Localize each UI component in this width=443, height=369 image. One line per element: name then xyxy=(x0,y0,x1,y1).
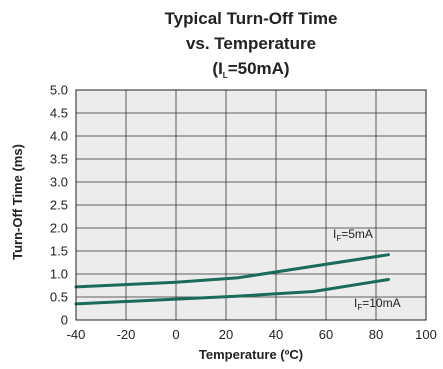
series-label-if-5ma: IF=5mA xyxy=(333,227,373,243)
y-tick-label: 2.5 xyxy=(50,198,68,213)
y-tick-label: 4.5 xyxy=(50,106,68,121)
x-tick-label: 0 xyxy=(172,327,179,342)
chart-title-line-2: vs. Temperature xyxy=(186,34,316,53)
x-axis-label: Temperature (ºC) xyxy=(199,347,303,362)
y-axis-label: Turn-Off Time (ms) xyxy=(10,144,25,260)
x-tick-label: 40 xyxy=(269,327,283,342)
y-tick-label: 0 xyxy=(61,313,68,328)
x-tick-label: -40 xyxy=(67,327,86,342)
series-label-if-10ma: IF=10mA xyxy=(354,296,401,312)
x-tick-label: 20 xyxy=(219,327,233,342)
y-tick-label: 5.0 xyxy=(50,83,68,98)
x-axis-ticks: -40 -20 0 20 40 60 80 100 xyxy=(67,327,437,342)
series-line-if-10ma xyxy=(74,278,390,306)
y-tick-label: 3.5 xyxy=(50,152,68,167)
x-tick-label: 60 xyxy=(319,327,333,342)
y-axis-ticks: 0 0.5 1.0 1.5 2.0 2.5 3.0 3.5 4.0 4.5 5.0 xyxy=(50,83,68,328)
y-tick-label: 3.0 xyxy=(50,175,68,190)
series-line-if-5ma xyxy=(74,253,390,289)
y-tick-label: 1.5 xyxy=(50,244,68,259)
chart-title-line-1: Typical Turn-Off Time xyxy=(165,9,338,28)
condition-subscript: L xyxy=(223,71,228,80)
y-tick-label: 0.5 xyxy=(50,290,68,305)
x-tick-label: 100 xyxy=(415,327,437,342)
x-tick-label: -20 xyxy=(117,327,136,342)
plot-frame xyxy=(75,89,427,321)
y-tick-label: 1.0 xyxy=(50,267,68,282)
chart-condition: (IL=50mA) xyxy=(212,59,289,80)
condition-prefix: (I xyxy=(212,59,222,78)
condition-suffix: =50mA) xyxy=(228,59,290,78)
y-tick-label: 4.0 xyxy=(50,129,68,144)
series-lines xyxy=(74,253,390,306)
x-tick-label: 80 xyxy=(369,327,383,342)
y-tick-label: 2.0 xyxy=(50,221,68,236)
